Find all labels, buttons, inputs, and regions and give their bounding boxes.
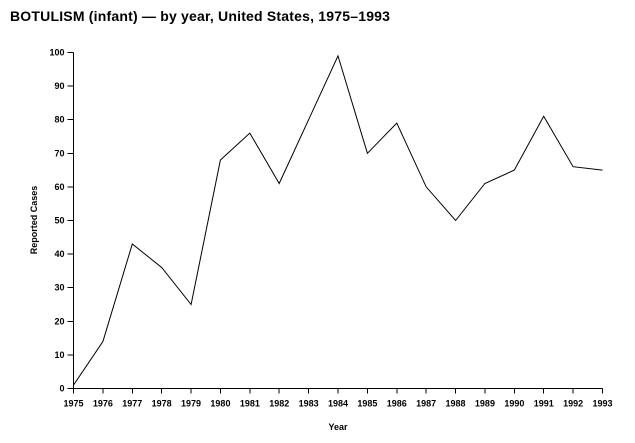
x-tick-label: 1993	[592, 399, 612, 409]
y-tick-label: 80	[54, 115, 64, 125]
x-tick-label: 1976	[93, 399, 113, 409]
x-tick-label: 1983	[299, 399, 319, 409]
y-tick-label: 50	[54, 216, 64, 226]
x-tick-label: 1980	[210, 399, 230, 409]
chart-series	[73, 54, 603, 386]
y-tick-label: 20	[54, 316, 64, 326]
data-line	[73, 54, 603, 386]
x-tick-label: 1992	[563, 399, 583, 409]
y-tick-label: 90	[54, 81, 64, 91]
y-tick-label: 60	[54, 182, 64, 192]
y-tick-label: 0	[59, 384, 64, 394]
x-tick-label: 1982	[269, 399, 289, 409]
y-axis-title: Reported Cases	[29, 186, 39, 255]
y-tick-label: 30	[54, 283, 64, 293]
y-tick-label: 100	[49, 48, 64, 58]
chart-ticks: 0 10 20 30 40 50 60 70 80 90 100 1975 1976 1977 1978 19…	[49, 48, 612, 409]
x-tick-label: 1981	[240, 399, 260, 409]
chart-title: BOTULISM (infant) — by year, United Stat…	[10, 8, 391, 24]
x-tick-label: 1986	[387, 399, 407, 409]
chart-axes	[73, 52, 603, 389]
x-tick-label: 1988	[446, 399, 466, 409]
x-tick-label: 1984	[328, 399, 348, 409]
x-tick-label: 1991	[534, 399, 554, 409]
y-tick-label: 10	[54, 350, 64, 360]
x-tick-label: 1978	[152, 399, 172, 409]
x-tick-label: 1975	[63, 399, 83, 409]
x-tick-label: 1987	[416, 399, 436, 409]
y-tick-label: 70	[54, 148, 64, 158]
x-axis-title: Year	[328, 422, 348, 432]
x-tick-label: 1989	[475, 399, 495, 409]
y-tick-label: 40	[54, 249, 64, 259]
x-tick-label: 1979	[181, 399, 201, 409]
x-tick-label: 1985	[357, 399, 377, 409]
x-tick-label: 1990	[504, 399, 524, 409]
x-tick-label: 1977	[122, 399, 142, 409]
